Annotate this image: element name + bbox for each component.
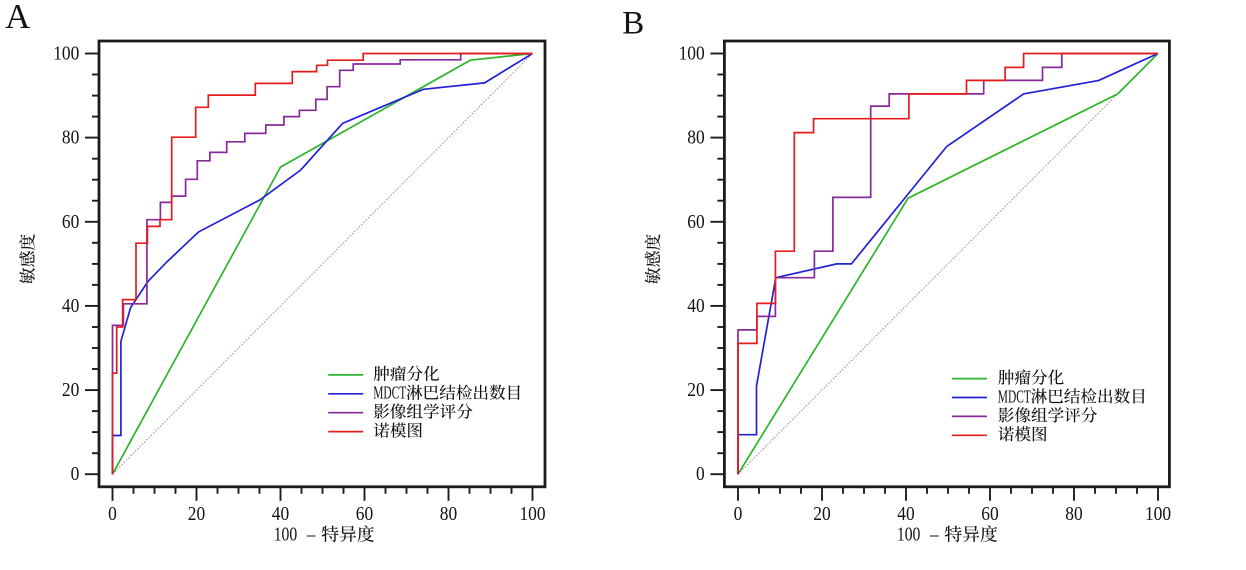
svg-text:100: 100 (53, 43, 79, 65)
svg-text:MDCT: MDCT (998, 386, 1031, 406)
svg-text:80: 80 (687, 127, 704, 149)
svg-text:–: – (929, 524, 939, 546)
svg-text:40: 40 (687, 295, 704, 317)
svg-text:100: 100 (519, 503, 545, 525)
svg-text:80: 80 (62, 127, 79, 149)
svg-text:–: – (306, 524, 316, 546)
svg-text:B: B (622, 5, 644, 41)
svg-text:100: 100 (274, 524, 298, 546)
svg-text:20: 20 (62, 379, 79, 401)
svg-text:20: 20 (687, 379, 704, 401)
svg-text:40: 40 (272, 503, 289, 525)
svg-text:MDCT: MDCT (373, 383, 406, 403)
svg-text:0: 0 (734, 503, 743, 525)
svg-text:0: 0 (71, 463, 80, 485)
svg-text:0: 0 (108, 503, 117, 525)
svg-text:80: 80 (440, 503, 457, 525)
svg-text:20: 20 (813, 503, 830, 525)
svg-text:A: A (5, 0, 31, 36)
svg-text:60: 60 (62, 211, 79, 233)
svg-text:60: 60 (356, 503, 373, 525)
svg-text:0: 0 (696, 463, 705, 485)
svg-text:80: 80 (1065, 503, 1082, 525)
svg-text:60: 60 (981, 503, 998, 525)
svg-text:100: 100 (897, 524, 921, 546)
svg-text:20: 20 (188, 503, 205, 525)
svg-text:100: 100 (679, 43, 705, 65)
svg-text:40: 40 (897, 503, 914, 525)
svg-text:40: 40 (62, 295, 79, 317)
svg-text:100: 100 (1145, 503, 1171, 525)
svg-text:60: 60 (687, 211, 704, 233)
